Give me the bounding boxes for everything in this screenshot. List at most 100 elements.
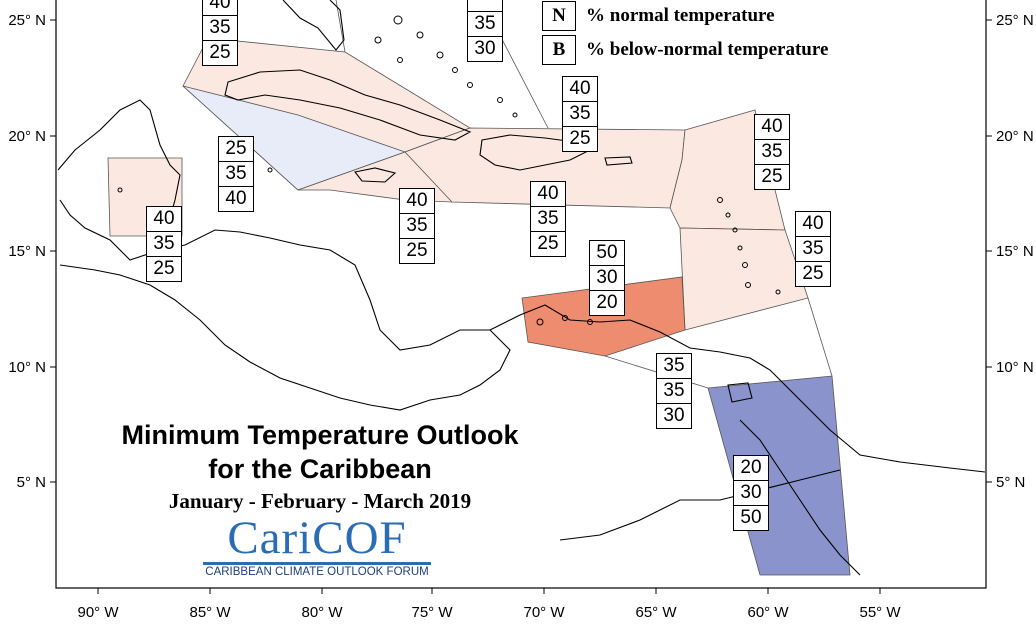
box-above: 40: [531, 182, 565, 207]
y-tick-label-right: 10° N: [996, 359, 1034, 376]
coast-trinidad: [727, 382, 753, 403]
box-jamaica: 40 35 25: [399, 188, 435, 264]
box-above: 50: [590, 241, 624, 266]
box-normal: 35: [563, 102, 597, 127]
y-tick-label-right: 20° N: [996, 128, 1034, 145]
box-above: 25: [219, 137, 253, 162]
box-above: [468, 0, 502, 12]
box-below: 25: [537, 233, 559, 254]
box-below: 50: [740, 507, 762, 528]
box-above: 20: [734, 456, 768, 481]
box-above: 40: [563, 77, 597, 102]
x-tick-label: 90° W: [77, 604, 119, 621]
small-islands: [117, 15, 781, 326]
coastlines: [57, 0, 986, 576]
box-below: 25: [761, 166, 783, 187]
legend-normal: N % normal temperature: [542, 1, 775, 31]
box-below: 25: [153, 258, 175, 279]
x-tick-label: 55° W: [859, 604, 901, 621]
box-bahamas-north: 40 35 25: [202, 0, 238, 66]
coast-mexico-yucatan: [57, 99, 181, 261]
box-normal: 35: [657, 379, 691, 404]
coast-puerto-rico: [604, 156, 633, 166]
box-above: 40: [203, 0, 237, 16]
legend-key-below: B: [542, 35, 576, 65]
coast-guianas-border: [739, 419, 861, 576]
box-cuba-west: 25 35 40: [218, 136, 254, 212]
box-normal: 30: [734, 481, 768, 506]
zone-outline-florida: [335, 0, 346, 53]
box-below: 25: [569, 128, 591, 149]
box-above: 40: [400, 189, 434, 214]
coast-florida: [282, 0, 345, 51]
box-normal: 35: [755, 140, 789, 165]
box-above: 40: [755, 115, 789, 140]
box-below: 40: [225, 188, 247, 209]
legend-key-normal: N: [542, 1, 576, 31]
box-normal: 35: [400, 214, 434, 239]
logo-tagline: CARIBBEAN CLIMATE OUTLOOK FORUM: [205, 566, 429, 578]
zone-outline-windward-south: [807, 297, 833, 377]
y-tick-label-right: 15° N: [996, 243, 1034, 260]
coast-central-america: [59, 229, 511, 411]
box-trinidad: 35 35 30: [656, 353, 692, 429]
box-below: 30: [474, 38, 496, 59]
map-subtitle: January - February - March 2019: [168, 489, 472, 513]
coast-jamaica: [354, 167, 397, 183]
y-tick-label-left: 20° N: [8, 128, 46, 145]
x-tick-label: 60° W: [747, 604, 789, 621]
box-below: 25: [209, 42, 231, 63]
box-belize: 40 35 25: [146, 206, 182, 282]
box-caribbean-sea-east: 40 35 25: [562, 76, 598, 152]
box-normal: 35: [203, 16, 237, 41]
legend-below: B % below-normal temperature: [542, 35, 828, 65]
box-above: 35: [657, 354, 691, 379]
x-tick-label: 75° W: [411, 604, 453, 621]
box-leeward-islands: 40 35 25: [754, 114, 790, 190]
x-tick-label: 70° W: [523, 604, 565, 621]
y-tick-label-right: 25° N: [996, 12, 1034, 29]
coast-cuba: [224, 69, 472, 141]
box-below: 25: [406, 240, 428, 261]
x-tick-label: 65° W: [635, 604, 677, 621]
map-frame: [55, 0, 987, 589]
box-abc-islands: 50 30 20: [589, 240, 625, 316]
box-bahamas-central: 35 30: [467, 0, 503, 62]
y-tick-label-left: 25° N: [8, 12, 46, 29]
box-windward-islands: 40 35 25: [795, 211, 831, 287]
y-tick-label-left: 5° N: [17, 474, 46, 491]
box-hispaniola: 40 35 25: [530, 181, 566, 257]
y-tick-label-right: 5° N: [996, 474, 1025, 491]
box-normal: 35: [219, 162, 253, 187]
box-normal: 35: [796, 237, 830, 262]
caricof-logo: CariCOF: [203, 512, 431, 564]
x-tick-label: 80° W: [301, 604, 343, 621]
logo-wordmark: CariCOF: [227, 512, 407, 564]
box-normal: 35: [531, 207, 565, 232]
coast-south-america-north: [489, 304, 986, 473]
box-normal: 35: [147, 232, 181, 257]
y-tick-label-left: 15° N: [8, 243, 46, 260]
box-below: 25: [802, 263, 824, 284]
title-line-1: Minimum Temperature Outlook: [121, 420, 519, 450]
box-normal: 35: [468, 12, 502, 37]
map-title: Minimum Temperature Outlook for the Cari…: [60, 418, 580, 486]
axis-ticks: 90° W 85° W 80° W 75° W 70° W 65° W 60° W 55° W…: [8, 12, 1033, 621]
box-guianas: 20 30 50: [733, 455, 769, 531]
box-normal: 30: [590, 266, 624, 291]
zone-windward: [679, 227, 809, 331]
box-above: 40: [796, 212, 830, 237]
logo-rule: [203, 562, 431, 565]
box-below: 20: [596, 292, 618, 313]
title-line-2: for the Caribbean: [208, 454, 432, 484]
coast-south-america-interior: [559, 469, 841, 541]
box-below: 30: [663, 405, 685, 426]
zone-guianas: [707, 375, 851, 576]
legend-text-below: % below-normal temperature: [586, 39, 829, 60]
x-tick-label: 85° W: [189, 604, 231, 621]
legend-text-normal: % normal temperature: [586, 5, 775, 26]
coast-hispaniola: [479, 134, 592, 171]
zone-abc-islands: [521, 276, 686, 357]
box-above: 40: [147, 207, 181, 232]
